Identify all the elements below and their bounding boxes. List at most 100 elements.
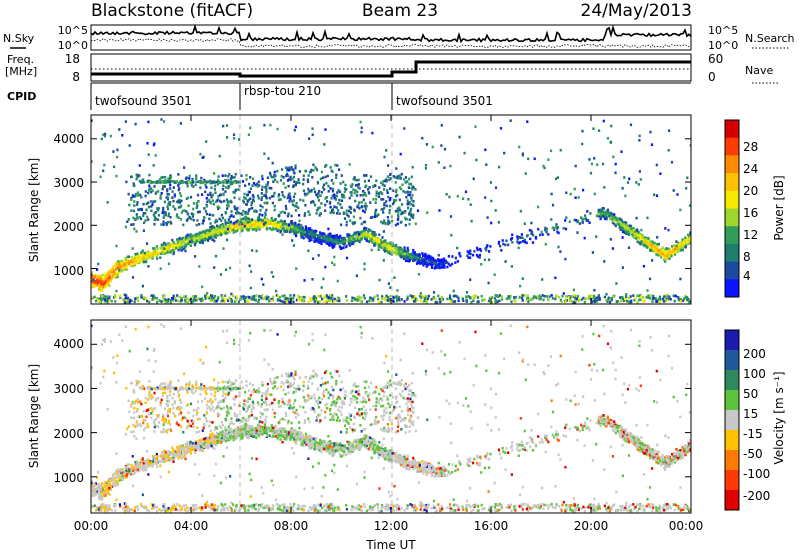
power-pixel [357, 178, 360, 182]
power-pixel [684, 236, 687, 239]
power-pixel [371, 215, 374, 219]
power-pixel [671, 250, 674, 254]
power-pixel [117, 260, 120, 263]
power-pixel [260, 198, 263, 202]
power-pixel [130, 223, 133, 226]
power-pixel [142, 258, 145, 262]
power-pixel [608, 211, 611, 215]
power-pixel [378, 243, 381, 247]
power-pixel [360, 130, 363, 134]
power-pixel [217, 296, 220, 299]
power-pixel [222, 124, 225, 128]
power-pixel [611, 221, 614, 225]
power-pixel [126, 264, 129, 268]
power-pixel [389, 173, 392, 176]
power-pixel [689, 237, 691, 240]
power-pixel [207, 232, 210, 236]
power-pixel [443, 166, 446, 169]
velocity-pixel [451, 463, 454, 466]
power-pixel [436, 265, 439, 269]
power-pixel [386, 191, 389, 194]
power-pixel [636, 300, 639, 304]
power-pixel [209, 193, 212, 196]
power-pixel [359, 120, 362, 124]
power-pixel [580, 216, 583, 219]
power-pixel [185, 219, 188, 222]
power-pixel [675, 244, 678, 248]
power-pixel [176, 245, 179, 248]
power-colorbar-swatch [725, 208, 739, 227]
power-pixel [530, 229, 533, 233]
power-pixel [621, 187, 624, 190]
power-pixel [407, 186, 410, 189]
power-scatter [91, 118, 691, 304]
power-pixel [118, 269, 121, 272]
power-pixel [174, 299, 177, 302]
power-pixel [493, 297, 496, 300]
power-pixel [396, 218, 400, 221]
power-pixel [154, 192, 157, 195]
power-pixel [626, 181, 630, 184]
power-pixel [521, 152, 524, 156]
power-pixel [227, 299, 230, 303]
power-pixel [338, 299, 341, 303]
power-pixel [214, 184, 217, 188]
power-pixel [115, 244, 118, 248]
power-pixel [564, 300, 567, 304]
power-colorbar-swatch [725, 190, 739, 209]
power-pixel [308, 231, 312, 235]
power-pixel [134, 262, 137, 265]
power-pixel [588, 158, 591, 161]
power-pixel [606, 300, 609, 303]
power-pixel [333, 193, 336, 197]
power-pixel [140, 196, 143, 199]
power-pixel [133, 200, 136, 203]
power-pixel [165, 222, 168, 225]
power-pixel [521, 296, 524, 300]
power-pixel [443, 147, 447, 151]
power-pixel [432, 291, 436, 294]
power-pixel [336, 279, 339, 283]
power-pixel [429, 263, 432, 266]
power-pixel [667, 297, 670, 300]
power-pixel [131, 247, 134, 250]
power-pixel [640, 240, 643, 243]
power-pixel [564, 219, 567, 222]
power-pixel [293, 294, 296, 297]
power-pixel [286, 167, 289, 171]
power-pixel [659, 297, 662, 301]
power-pixel [273, 221, 276, 224]
power-pixel [358, 239, 361, 243]
power-pixel [338, 245, 341, 248]
power-pixel [200, 176, 203, 180]
power-pixel [213, 239, 216, 243]
power-pixel [257, 197, 260, 200]
power-pixel [154, 154, 157, 157]
power-pixel [388, 198, 391, 202]
power-pixel [172, 205, 175, 208]
power-pixel [294, 182, 298, 186]
power-pixel [603, 210, 606, 214]
power-pixel [603, 260, 606, 263]
power-pixel [497, 221, 500, 224]
power-pixel [389, 187, 392, 191]
power-pixel [204, 190, 207, 194]
power-pixel [412, 296, 415, 300]
power-pixel [363, 234, 367, 237]
power-pixel [448, 294, 452, 297]
power-pixel [398, 174, 401, 177]
power-pixel [223, 228, 227, 231]
power-pixel [232, 222, 235, 225]
power-pixel [293, 171, 296, 175]
power-pixel [221, 295, 224, 298]
power-pixel [555, 294, 558, 297]
velocity-pixel [226, 432, 229, 436]
power-pixel [674, 250, 678, 254]
power-pixel [295, 205, 298, 208]
power-pixel [194, 295, 197, 298]
power-pixel [144, 258, 147, 262]
power-pixel [116, 148, 119, 152]
power-pixel [620, 220, 624, 224]
noise-right-tick-bottom: 10^0 [708, 39, 738, 52]
power-pixel [409, 254, 412, 258]
